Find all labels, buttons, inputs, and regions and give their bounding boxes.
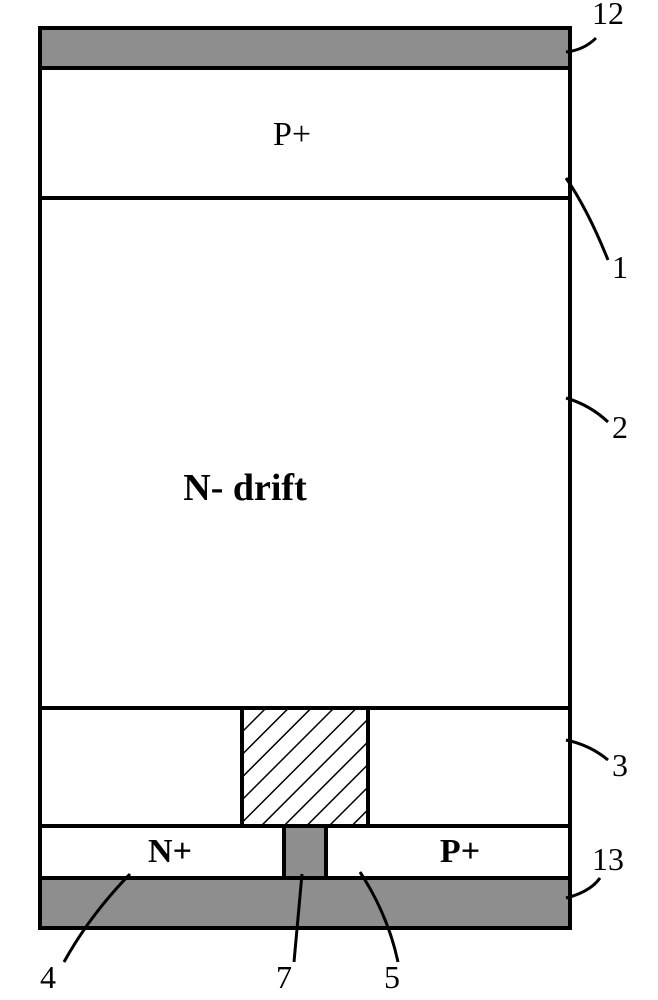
callout-number-2: 2	[612, 409, 628, 445]
callout-number-4: 4	[40, 959, 56, 995]
p-plus-bottom-label: P+	[440, 833, 480, 870]
n-plus-label: N+	[148, 833, 192, 870]
callout-line-3	[566, 740, 608, 760]
callout-number-3: 3	[612, 747, 628, 783]
callout-2: 2	[566, 398, 628, 445]
hatched-block	[242, 708, 368, 826]
callout-13: 13	[566, 841, 624, 898]
callout-1: 1	[566, 178, 628, 285]
callout-number-5: 5	[384, 959, 400, 995]
callout-12: 12	[566, 0, 624, 52]
callout-number-13: 13	[592, 841, 624, 877]
callout-number-1: 1	[612, 249, 628, 285]
callout-number-7: 7	[276, 959, 292, 995]
n-drift-layer	[40, 198, 570, 708]
callout-line-1	[566, 178, 608, 260]
callout-3: 3	[566, 740, 628, 783]
n-drift-label: N- drift	[183, 467, 307, 509]
callout-line-2	[566, 398, 608, 422]
top-electrode	[40, 28, 570, 68]
p-plus-top-label: P+	[273, 116, 311, 153]
callout-number-12: 12	[592, 0, 624, 31]
center-contact	[284, 826, 326, 878]
